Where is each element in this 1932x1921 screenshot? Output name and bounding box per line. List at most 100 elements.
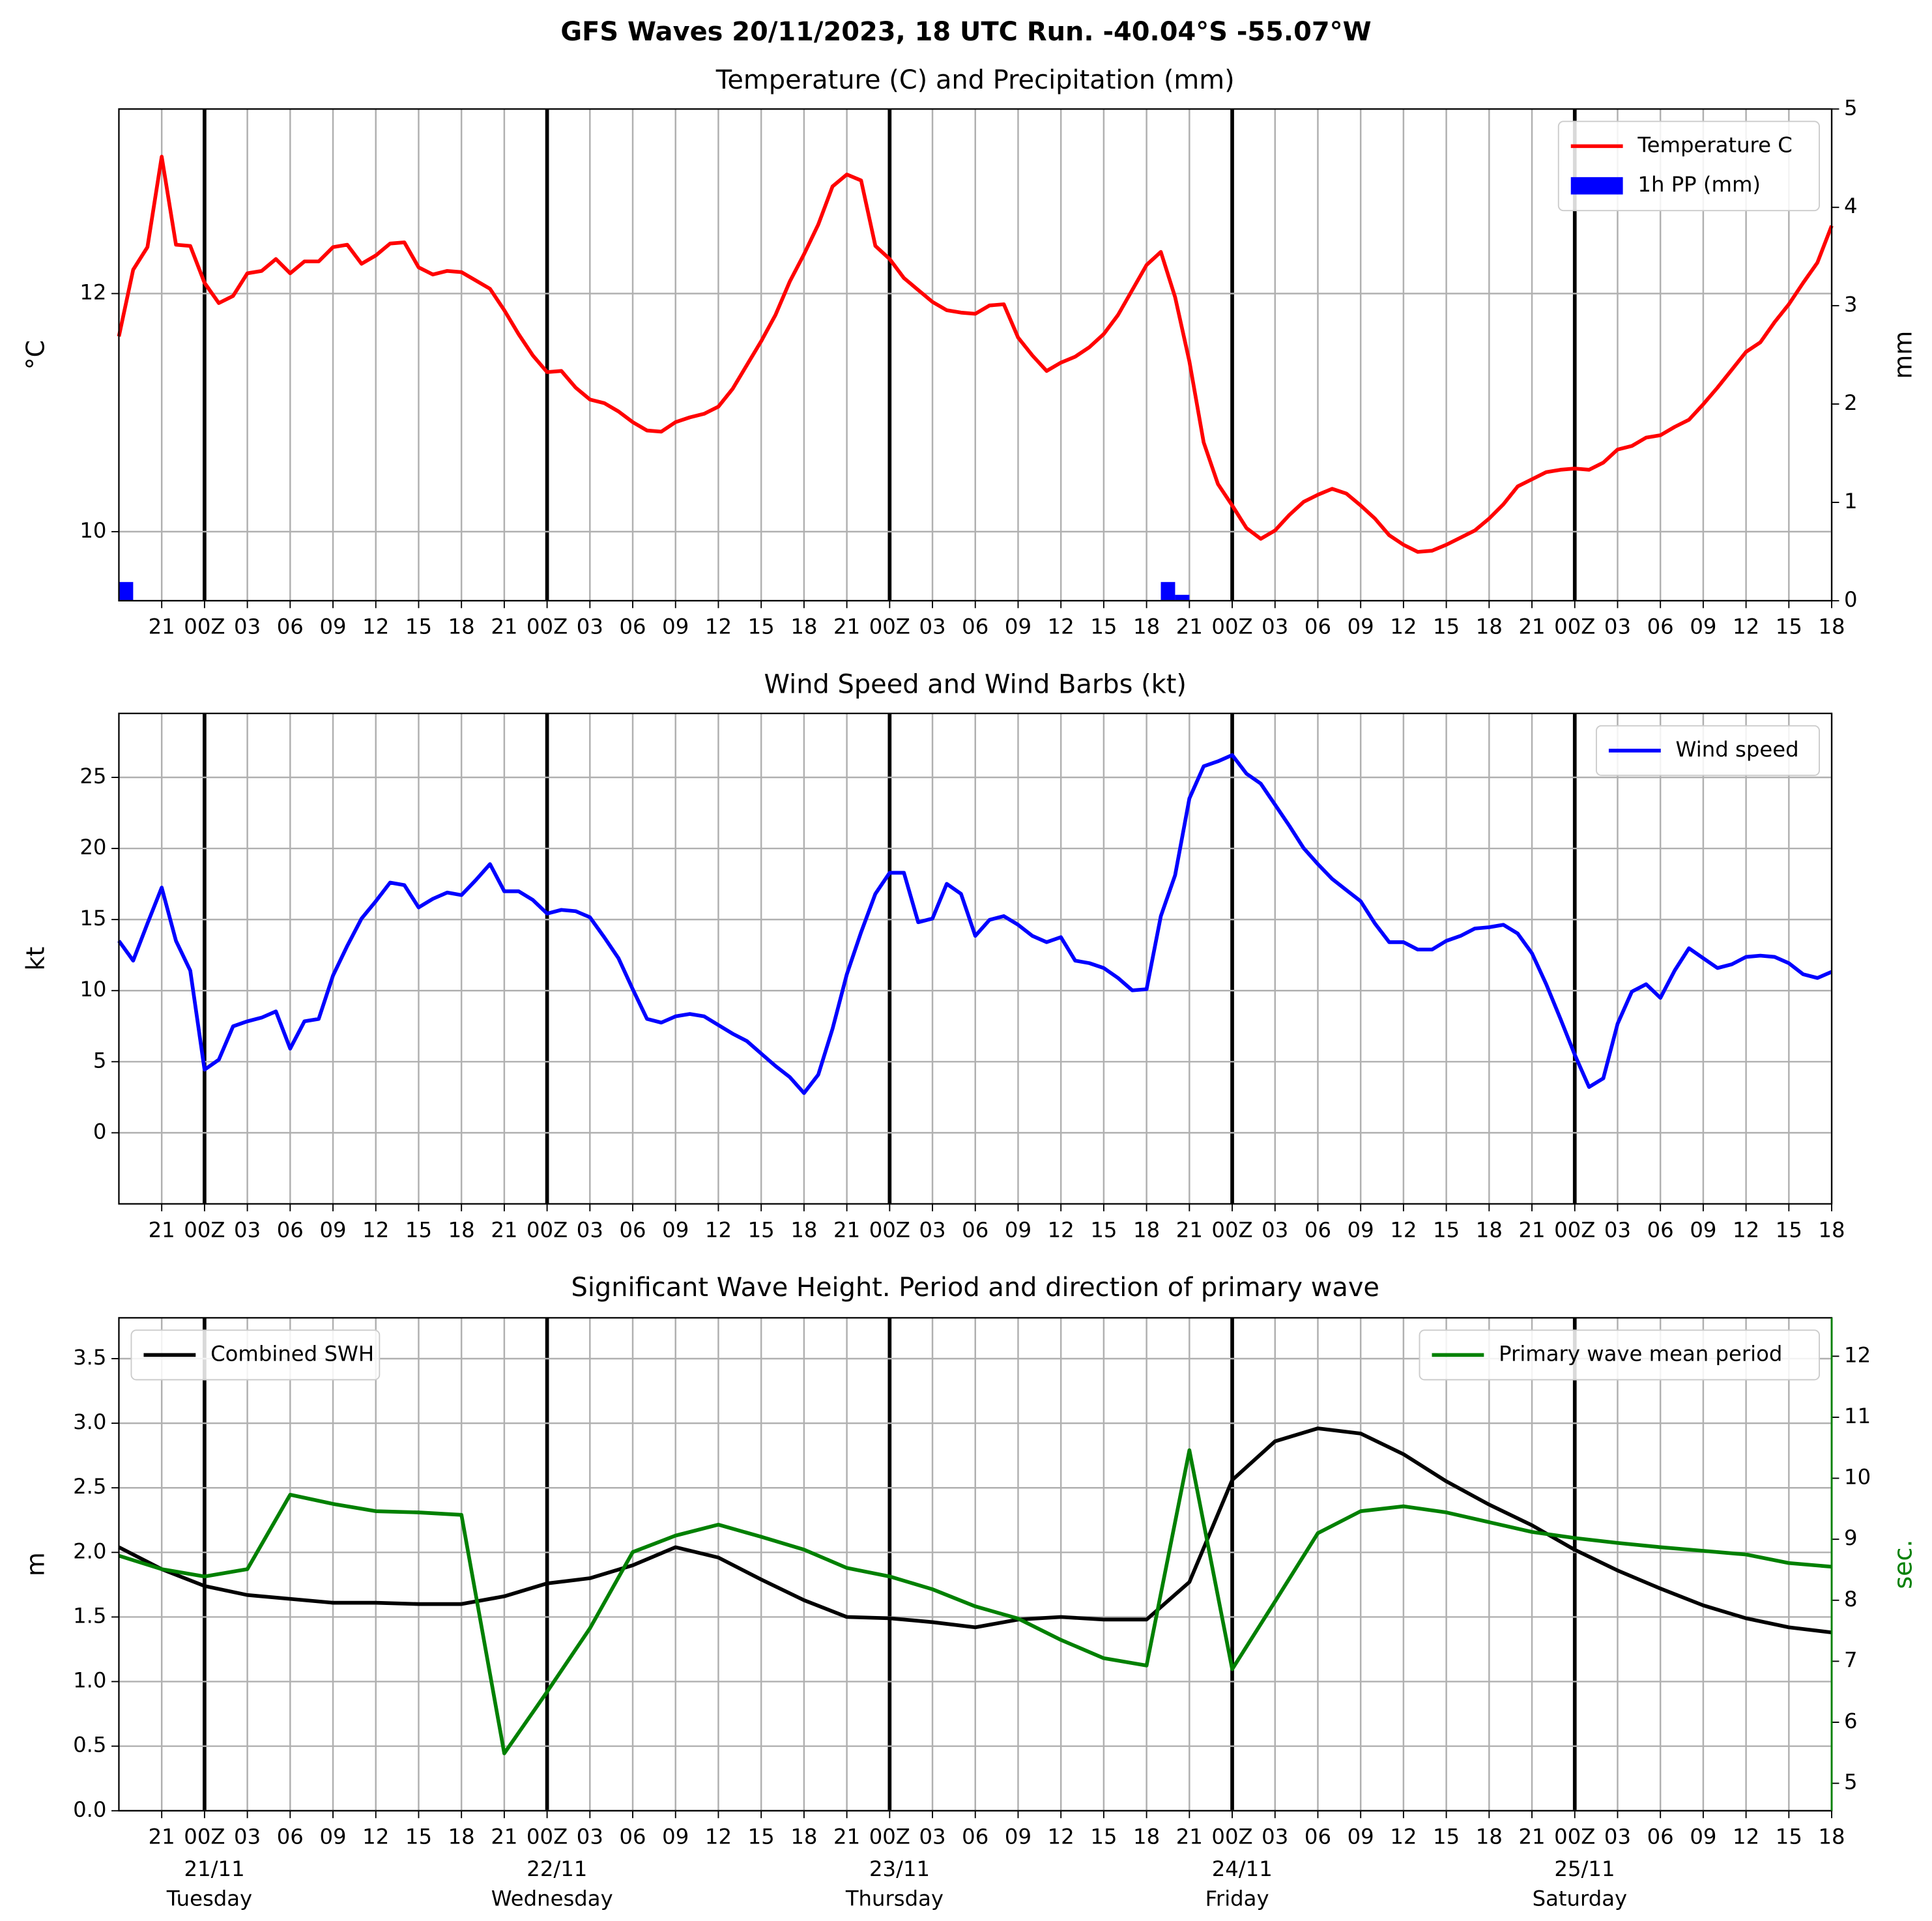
x-tick-label: 12 [1390, 1825, 1417, 1849]
panel-title: Wind Speed and Wind Barbs (kt) [764, 670, 1187, 700]
x-tick-label: 12 [705, 614, 732, 639]
legend-box [1595, 725, 1820, 776]
y-tick-label: 10 [79, 518, 106, 543]
x-tick-label: 12 [1390, 614, 1417, 639]
x-tick-label: 18 [448, 614, 475, 639]
bar [119, 582, 134, 601]
x-tick-label: 06 [1647, 614, 1674, 639]
x-tick-label: 15 [1776, 1825, 1802, 1849]
legend-box [1557, 121, 1820, 212]
y2-tick-label: 0 [1844, 587, 1858, 612]
x-tick-label: 12 [1390, 1217, 1417, 1242]
y-tick-label: 2.0 [73, 1538, 106, 1563]
y-tick-label: 3.0 [73, 1409, 106, 1434]
x-tick-label: 12 [362, 1825, 389, 1849]
x-tick-label: 15 [1776, 614, 1802, 639]
x-tick-label: 15 [748, 1217, 775, 1242]
x-tick-label: 09 [319, 1217, 346, 1242]
legend-label: Primary wave mean period [1499, 1341, 1782, 1366]
y-tick-label: 1.5 [73, 1603, 106, 1628]
x-tick-label: 09 [1348, 614, 1374, 639]
series-line [118, 1448, 1832, 1755]
x-tick-label: 18 [1133, 614, 1160, 639]
x-tick-label: 18 [790, 1825, 817, 1849]
x-tick-label: 06 [1305, 1217, 1331, 1242]
y2-tick-label: 11 [1844, 1404, 1871, 1428]
y-tick-label: 10 [79, 977, 106, 1002]
y2-tick-label: 2 [1844, 390, 1858, 415]
x-tick-label: 21 [833, 614, 860, 639]
y-tick-label: 5 [93, 1048, 107, 1073]
x-tick-label: 09 [1005, 1825, 1031, 1849]
y2-axis-label: sec. [1889, 1539, 1918, 1589]
x-tick-label: 18 [1476, 614, 1503, 639]
x-tick-label: 03 [1604, 1825, 1631, 1849]
x-tick-label: 15 [1433, 1217, 1460, 1242]
x-tick-label: 00Z [869, 1217, 910, 1242]
x-tick-label: 00Z [526, 1825, 568, 1849]
x-tick-label: 12 [1733, 1217, 1759, 1242]
x-tick-label: 00Z [1554, 1825, 1595, 1849]
x-tick-label: 06 [1647, 1217, 1674, 1242]
day-label: Saturday [1533, 1886, 1628, 1911]
y2-tick-label: 10 [1844, 1465, 1871, 1490]
x-tick-label: 06 [277, 1825, 304, 1849]
x-tick-label: 18 [448, 1217, 475, 1242]
x-tick-label: 12 [705, 1217, 732, 1242]
x-tick-label: 21 [491, 614, 517, 639]
x-tick-label: 21 [833, 1825, 860, 1849]
plot-frame [118, 712, 1833, 1205]
x-tick-label: 12 [362, 614, 389, 639]
x-tick-label: 12 [1733, 1825, 1759, 1849]
y2-tick-label: 4 [1844, 194, 1858, 218]
x-tick-label: 00Z [1211, 614, 1252, 639]
x-tick-label: 21 [1518, 1217, 1545, 1242]
x-tick-label: 06 [1647, 1825, 1674, 1849]
x-tick-label: 06 [619, 614, 646, 639]
y2-tick-label: 1 [1844, 489, 1858, 513]
y2-tick-label: 9 [1844, 1525, 1858, 1550]
x-tick-label: 15 [1433, 1825, 1460, 1849]
x-tick-label: 15 [748, 1825, 775, 1849]
y-tick-label: 0.5 [73, 1733, 106, 1757]
x-tick-label: 06 [277, 614, 304, 639]
x-tick-label: 21 [833, 1217, 860, 1242]
day-label: Friday [1205, 1886, 1269, 1911]
x-tick-label: 03 [234, 1825, 261, 1849]
series-line [117, 753, 1833, 1095]
date-label: 21/11 [184, 1856, 245, 1881]
legend-box [1419, 1329, 1820, 1381]
y-tick-label: 1.0 [73, 1668, 106, 1693]
y-tick-label: 15 [79, 906, 106, 931]
legend-label: 1h PP (mm) [1637, 172, 1761, 197]
x-tick-label: 03 [919, 614, 945, 639]
date-label: 23/11 [869, 1856, 930, 1881]
date-label: 24/11 [1212, 1856, 1273, 1881]
x-tick-label: 09 [1690, 614, 1716, 639]
y2-tick-label: 3 [1844, 292, 1858, 317]
y-axis-label: kt [22, 947, 50, 971]
date-label: 25/11 [1554, 1856, 1615, 1881]
x-tick-label: 21 [1176, 1825, 1203, 1849]
bar [1175, 594, 1190, 601]
x-tick-label: 12 [1048, 614, 1074, 639]
x-tick-label: 09 [1348, 1217, 1374, 1242]
x-tick-label: 15 [1090, 1217, 1117, 1242]
x-tick-label: 00Z [184, 1217, 225, 1242]
x-tick-label: 12 [1048, 1217, 1074, 1242]
x-tick-label: 03 [919, 1825, 945, 1849]
x-tick-label: 00Z [184, 614, 225, 639]
x-tick-label: 18 [790, 614, 817, 639]
x-tick-label: 18 [1133, 1217, 1160, 1242]
x-tick-label: 21 [491, 1825, 517, 1849]
x-tick-label: 18 [1476, 1825, 1503, 1849]
x-tick-label: 21 [149, 614, 175, 639]
y2-axis-label: mm [1889, 331, 1918, 379]
x-tick-label: 03 [1262, 1217, 1288, 1242]
x-tick-label: 03 [1604, 1217, 1631, 1242]
x-tick-label: 18 [1818, 1825, 1845, 1849]
y-axis-label: m [22, 1552, 50, 1576]
x-tick-label: 06 [1305, 1825, 1331, 1849]
x-tick-label: 09 [1005, 1217, 1031, 1242]
